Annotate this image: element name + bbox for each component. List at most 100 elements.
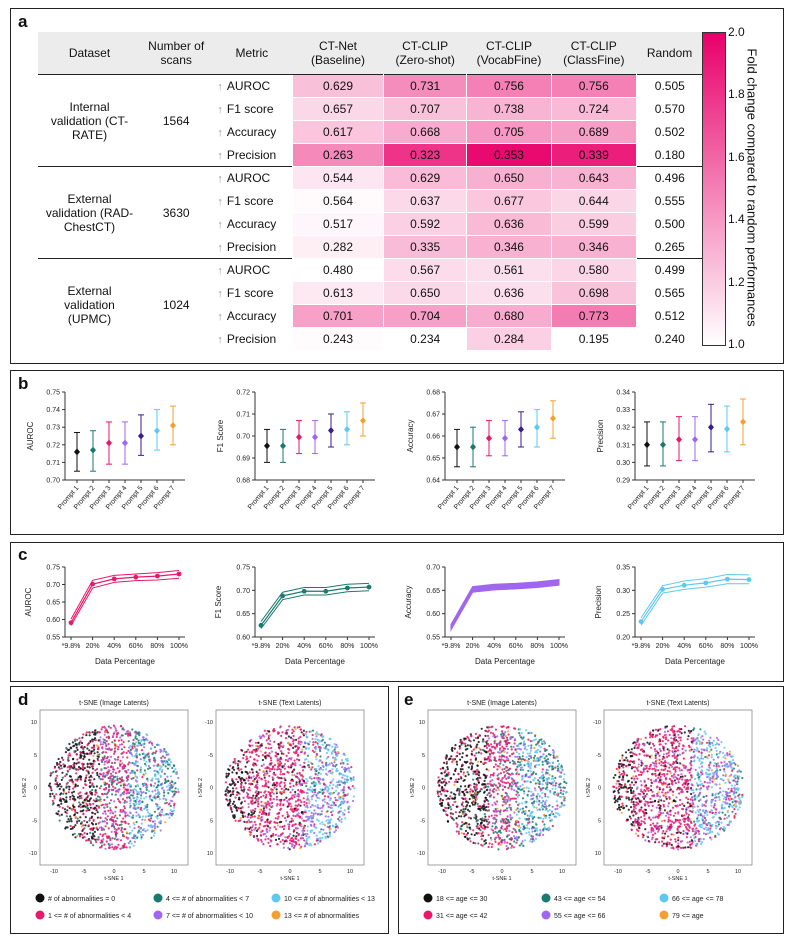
scatter-point [530,756,533,759]
tsne-plot: t-SNE (Text Latents)-10 -5 0 5 10-10-50510t-… [198,700,365,882]
scatter-point [532,797,535,800]
scatter-point [233,768,236,771]
scatter-point [440,781,443,784]
scatter-point [307,743,310,746]
data-point [122,439,128,447]
value-cell: 0.195 [550,327,637,351]
scatter-point [507,781,510,784]
scatter-point [438,779,441,782]
scatter-point [128,846,131,849]
metric-cell: ↑ Precision [211,144,292,167]
scatter-point [75,753,78,756]
scatter-point [68,742,71,746]
scatter-point [295,835,298,838]
scatter-point [97,746,100,749]
scatter-point [454,800,457,803]
y-tick-label: 10 [31,720,37,726]
scatter-point [496,786,499,789]
scatter-point [286,813,289,816]
scatter-point [490,814,493,817]
scatter-point [268,774,271,778]
scatter-point [321,738,324,741]
scatter-point [254,762,257,765]
scatter-point [276,768,279,771]
scatter-point [142,756,145,759]
scatter-point [139,766,143,769]
scatter-point [107,809,110,812]
scatter-point [317,780,320,783]
scatter-point [464,829,468,833]
scatter-point [143,759,146,762]
scatter-point [538,744,541,747]
scatter-point [235,809,239,812]
y-tick-label: -10 [205,720,213,726]
scatter-point [327,803,330,806]
scatter-point [252,835,255,839]
x-tick-label: 40% [107,643,121,650]
scatter-point [137,791,140,794]
scatter-point [243,800,246,803]
scatter-point [78,775,82,778]
scatter-point [552,767,555,770]
scatter-point [501,788,505,791]
scatter-point [286,805,289,808]
scatter-point [96,816,99,819]
scatter-point [154,777,158,780]
scatter-point [105,731,108,734]
scatter-point [449,815,452,818]
scatter-point [300,834,303,837]
scatter-point [516,755,519,758]
scatter-point [298,771,301,775]
scatter-point [134,837,137,840]
scatter-point [491,725,494,728]
scatter-point [297,798,300,801]
scatter-point [77,792,80,795]
x-axis-label: Data Percentage [475,657,536,666]
scatter-point [296,726,299,729]
scatter-point [506,751,509,754]
scatter-point [246,816,249,819]
scatter-point [484,825,487,828]
scatter-point [318,733,321,736]
scatter-point [315,834,318,837]
scatter-point [236,764,240,767]
scatter-point [55,761,59,765]
scatter-point [157,784,160,787]
value-cell: 0.243 [291,327,385,351]
scatter-point [303,800,306,804]
scatter-point [439,790,442,793]
scatter-point [93,778,96,781]
scatter-point [86,743,89,746]
scatter-point [101,841,104,844]
scatter-point [289,839,292,842]
scatter-point [443,771,446,774]
scatter-point [502,800,505,803]
scatter-point [498,743,501,746]
scatter-point [513,742,516,745]
confidence-band [450,579,560,632]
scatter-point [476,736,480,740]
scatter-point [462,742,465,745]
scatter-point [287,825,291,828]
scatter-point [447,803,450,806]
scatter-point [166,789,169,792]
scatter-point [255,786,259,789]
scatter-point [134,799,137,803]
scatter-point [501,780,504,784]
scatter-point [517,752,521,755]
scatter-point [534,738,538,741]
scatter-point [334,751,337,754]
scatter-point [452,773,455,776]
scatter-point [514,829,517,832]
scatter-point [501,745,504,748]
scatter-point [325,757,328,760]
scatter-point [310,795,313,798]
scatter-point [282,752,285,755]
scatter-point [232,787,235,790]
scatter-point [173,804,176,807]
scatter-point [285,796,288,799]
scatter-point [279,770,282,773]
scatter-point [235,787,238,790]
scatter-point [500,778,503,781]
